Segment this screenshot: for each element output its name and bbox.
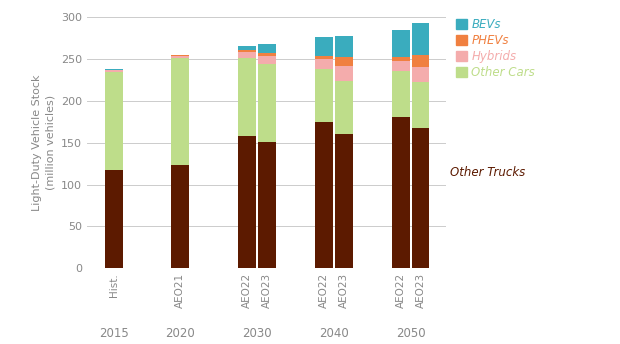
Text: 2030: 2030 [242,327,272,340]
Y-axis label: Light-Duty Vehicle Stock
(million vehicles): Light-Duty Vehicle Stock (million vehicl… [32,75,55,211]
Bar [335,66,353,81]
Bar [315,122,333,268]
Bar [412,23,430,55]
Bar [392,56,410,61]
Bar [258,56,276,64]
Bar [412,55,430,67]
Bar [315,56,333,59]
Bar [171,56,189,58]
Bar [335,36,353,57]
Bar [238,136,256,268]
Bar [258,64,276,142]
Bar [171,55,189,56]
Bar [392,30,410,56]
Text: 2020: 2020 [166,327,195,340]
Text: Other Trucks: Other Trucks [450,166,525,179]
Bar [392,71,410,117]
Text: 2015: 2015 [99,327,129,340]
Bar [315,37,333,56]
Bar [238,58,256,136]
Text: 2040: 2040 [319,327,348,340]
Bar [171,164,189,268]
Bar [392,117,410,268]
Bar [258,44,276,53]
Bar [171,58,189,164]
Bar [258,53,276,56]
Bar [258,142,276,268]
Legend: BEVs, PHEVs, Hybrids, Other Cars: BEVs, PHEVs, Hybrids, Other Cars [456,18,535,79]
Bar [335,133,353,268]
Text: 2050: 2050 [396,327,425,340]
Bar [412,128,430,268]
Bar [412,67,430,82]
Bar [238,50,256,52]
Bar [392,61,410,71]
Bar [335,81,353,133]
Bar [315,69,333,122]
Bar [105,73,123,170]
Bar [105,69,123,70]
Bar [315,59,333,69]
Bar [238,46,256,50]
Bar [105,70,123,73]
Bar [335,57,353,66]
Bar [238,52,256,58]
Bar [105,170,123,268]
Bar [412,82,430,128]
